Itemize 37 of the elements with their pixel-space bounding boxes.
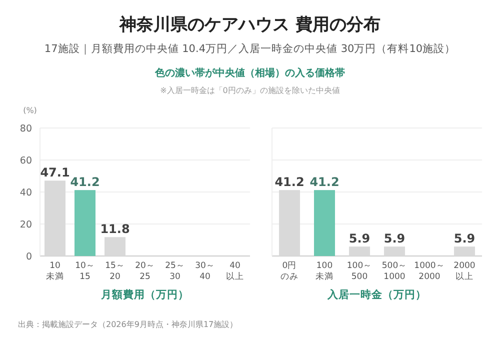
x-tick-label: 1000～ 2000 <box>414 261 445 282</box>
data-label: 41.2 <box>70 175 100 190</box>
x-tick-label: 10～ 15 <box>75 261 95 282</box>
data-label: 5.9 <box>384 232 406 246</box>
x-tick-label: 2000 以上 <box>454 261 476 282</box>
x-tick-label: 30～ 40 <box>195 261 215 282</box>
y-tick-label: 20 <box>20 220 32 230</box>
x-tick-label: 15～ 20 <box>105 261 125 282</box>
bar <box>44 180 66 256</box>
x-tick-label: 100 未満 <box>316 261 334 282</box>
data-label: 41.2 <box>274 175 304 190</box>
data-label: 11.8 <box>100 222 130 236</box>
x-tick-label: 40 以上 <box>226 261 244 282</box>
x-axis-title: 月額費用（万円） <box>100 288 189 301</box>
chart-title: 神奈川県のケアハウス 費用の分布 <box>118 15 380 35</box>
x-tick-label: 500～ 1000 <box>382 261 408 282</box>
y-tick-label: 60 <box>20 156 32 166</box>
source-note: 出典：掲載施設データ（2026年9月時点・神奈川県17施設） <box>18 320 238 329</box>
x-tick-label: 20～ 25 <box>135 261 155 282</box>
x-tick-label: 10 未満 <box>46 261 64 282</box>
bar <box>104 237 126 256</box>
data-label: 47.1 <box>40 166 70 180</box>
x-tick-label: 25～ 30 <box>165 261 185 282</box>
data-label: 5.9 <box>454 232 476 246</box>
y-tick-label: 0 <box>26 252 32 262</box>
y-axis-title: (%) <box>23 106 37 115</box>
bar <box>74 190 96 256</box>
x-tick-label: 0円のみ <box>280 261 298 282</box>
x-axis-title: 入居一時金（万円） <box>326 288 426 301</box>
text: 色の濃い帯が中央値（相場）の入る価格帯 <box>154 67 345 79</box>
chart-subtitle: 17施設｜月額費用の中央値 10.4万円／入居一時金の中央値 30万円（有料10施設） <box>44 42 456 55</box>
y-tick-label: 40 <box>20 188 32 198</box>
data-label: 41.2 <box>310 175 340 190</box>
y-tick-label: 80 <box>20 124 32 134</box>
data-label: 5.9 <box>348 232 370 246</box>
x-tick-label: 100～ 500 <box>346 261 372 282</box>
text: ※入居一時金は「0円のみ」の施設を除いた中央値 <box>160 86 340 95</box>
